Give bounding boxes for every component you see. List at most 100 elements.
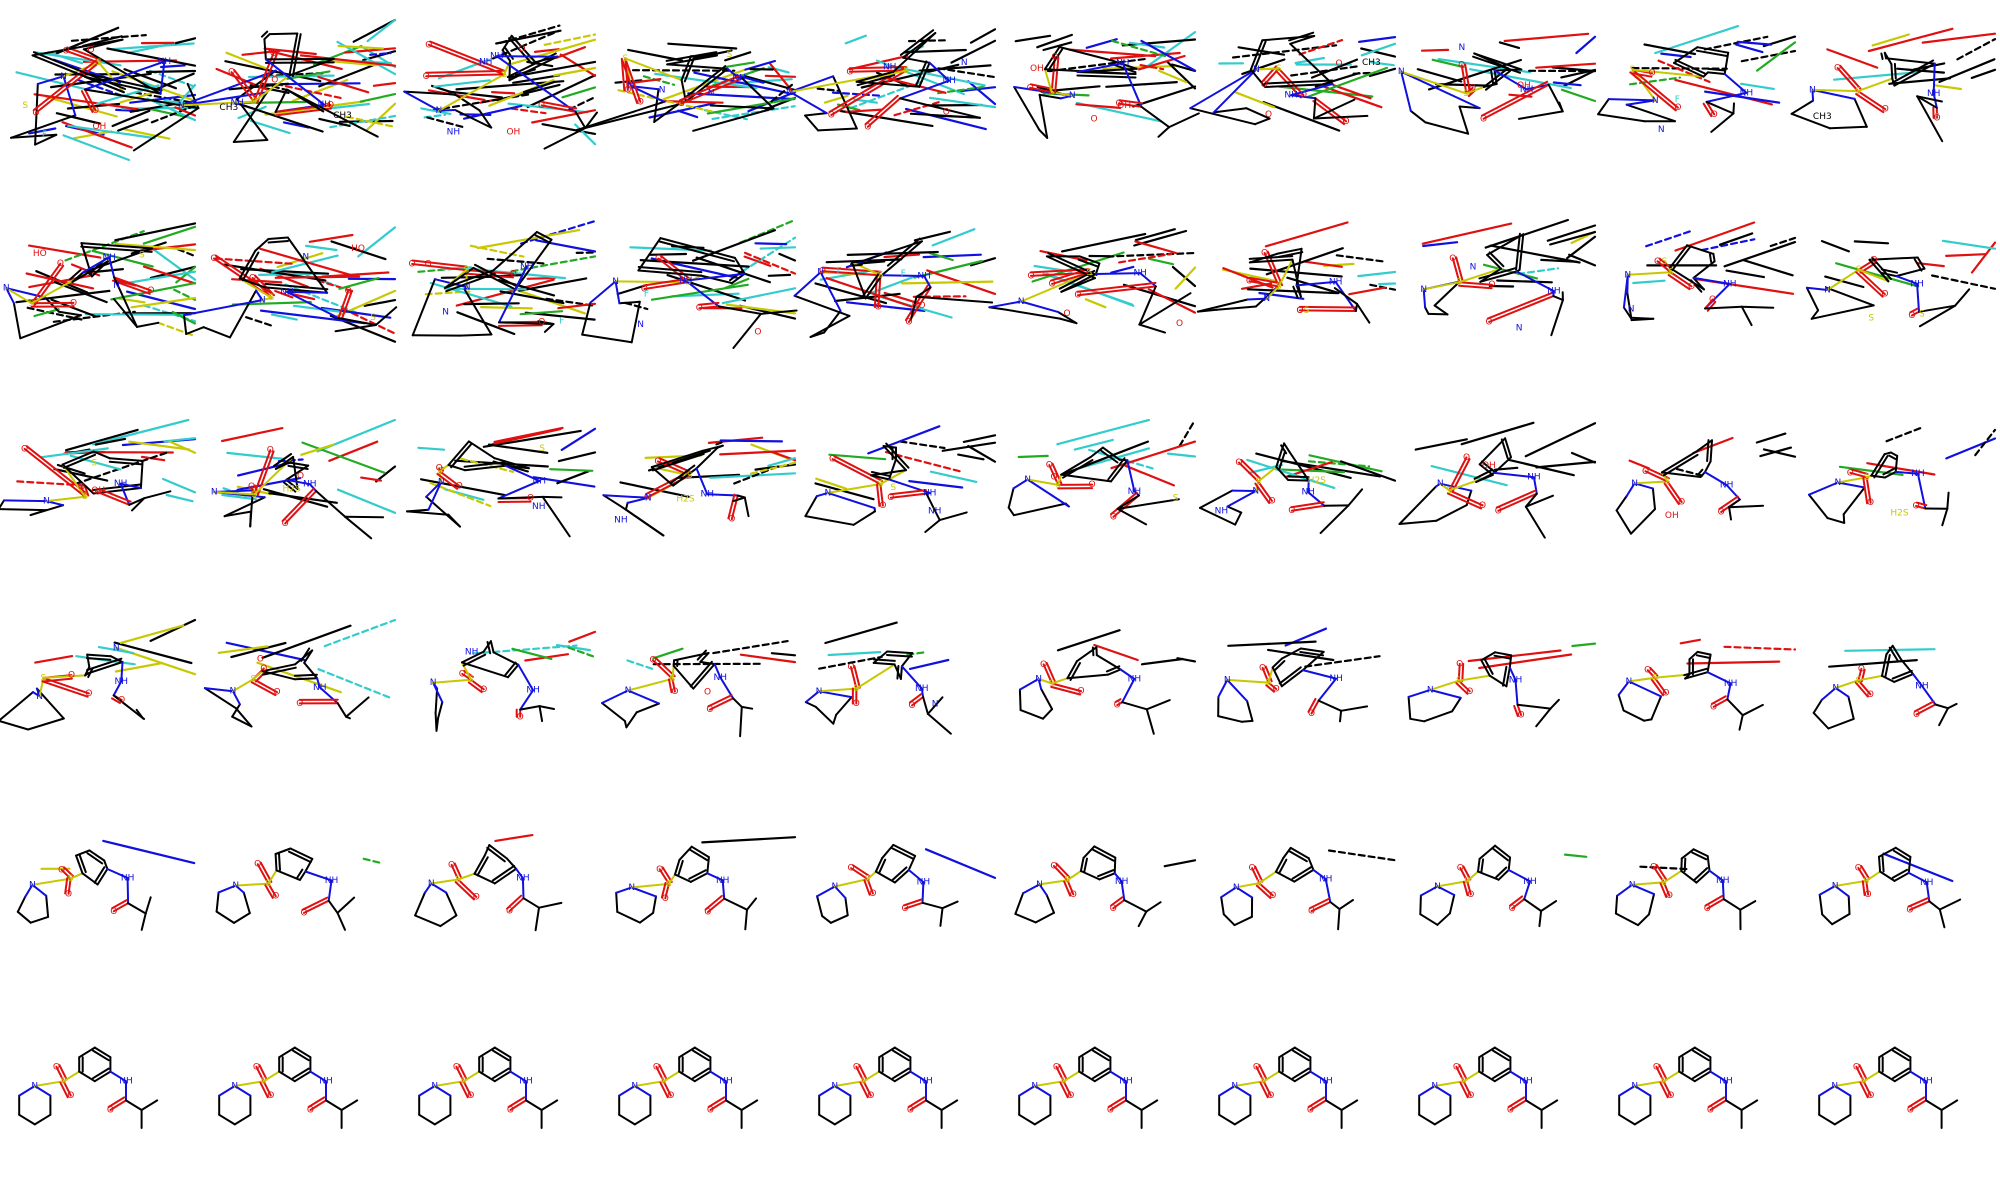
bond [1125,1099,1143,1111]
atom-label-o: O [1463,453,1470,463]
bond [1433,1085,1452,1097]
atom-label-s: S [251,675,257,685]
noise-bond [533,48,560,54]
bond [264,57,335,61]
bond [493,1046,512,1059]
atom-label-o: O [1480,114,1487,124]
bond [1712,698,1729,708]
atom-label-n: N [1231,1082,1238,1092]
bond [1423,710,1454,723]
bond [31,883,48,897]
bond [680,77,744,105]
bond [1893,871,1910,882]
bond-double [291,33,302,78]
bond-double [83,484,90,497]
bond [1893,62,1936,87]
bond-double [1891,669,1913,680]
bond [678,1046,696,1059]
bond-double [1045,662,1057,684]
bond-double [283,481,297,493]
bond [1145,699,1171,711]
atom-label-n: N [430,678,437,688]
atom-label-o: O [1307,1106,1314,1116]
bond [740,705,754,710]
bond [633,1085,652,1097]
bond [866,97,902,128]
bond-double [1513,705,1519,718]
atom-label-s: S [1864,473,1870,483]
bond-double [1253,40,1267,72]
bond-double [876,483,881,507]
atom-label-o: O [1710,702,1717,712]
atom-label-nh: NH [917,878,931,888]
atom-label-extra: NH [447,128,461,138]
noise-bond [1945,437,1997,460]
atom-label-extra: O [1176,319,1183,329]
noise-bond [1725,269,1766,279]
atom-label-o: O [678,99,685,109]
bond-double [1254,865,1264,883]
bond [821,915,832,924]
bond [1709,1070,1727,1083]
bond [1107,668,1122,676]
bond [926,696,944,715]
bond [31,877,72,886]
bond-double [1862,476,1869,505]
atom-label-s: S [1856,676,1862,686]
noise-bond [1498,41,1521,50]
noise-bond [1178,418,1197,447]
atom-label-n: N [1626,677,1633,687]
atom-label-extra: F [559,317,564,327]
bond [880,274,926,277]
bond [1878,846,1897,858]
bond [1842,513,1846,524]
bond [1558,101,1564,113]
bond [1258,882,1274,897]
noise-bond [1278,85,1374,98]
bond [804,114,820,132]
bond [1278,1046,1296,1059]
bond-double [492,1049,510,1062]
bond [1740,305,1753,327]
bond [493,457,530,470]
bond [1066,673,1110,680]
bond [1552,295,1564,301]
atom-label-extra: O [1265,110,1272,120]
bond [1110,459,1129,483]
noise-bond [904,107,987,131]
noise-bond [950,39,997,64]
bond [274,853,278,872]
bond [879,469,907,485]
bond [1277,258,1294,288]
bond [5,287,15,305]
atom-label-nh: NH [923,488,937,498]
bond [1249,39,1264,71]
atom-label-nh: NH [114,479,128,489]
bond-double [678,74,742,102]
noise-bond [226,451,286,461]
bond [519,689,535,711]
bond [315,490,347,518]
atom-label-o: O [210,254,217,264]
bond [447,464,466,472]
bond-double [1092,1049,1110,1062]
bond-double [1659,1081,1669,1099]
bond [231,703,241,718]
atom-label-extra: NH [883,62,897,72]
noise-bond [936,85,987,95]
bond [159,60,166,95]
noise-bond [1290,65,1360,77]
atom-label-o: O [1908,311,1915,321]
atom-label-nh: NH [1716,876,1730,886]
bond [1741,703,1764,717]
noise-bond [110,282,197,301]
bond [1722,898,1742,911]
noise-bond [815,477,848,490]
bond-double [1706,439,1710,463]
bond [450,863,460,881]
atom-label-o: O [853,1062,860,1072]
bond [848,69,908,73]
atom-label-n: N [1831,1082,1838,1092]
atom-label-extra: F [1934,112,1939,122]
atom-label-o: O [1268,496,1275,506]
